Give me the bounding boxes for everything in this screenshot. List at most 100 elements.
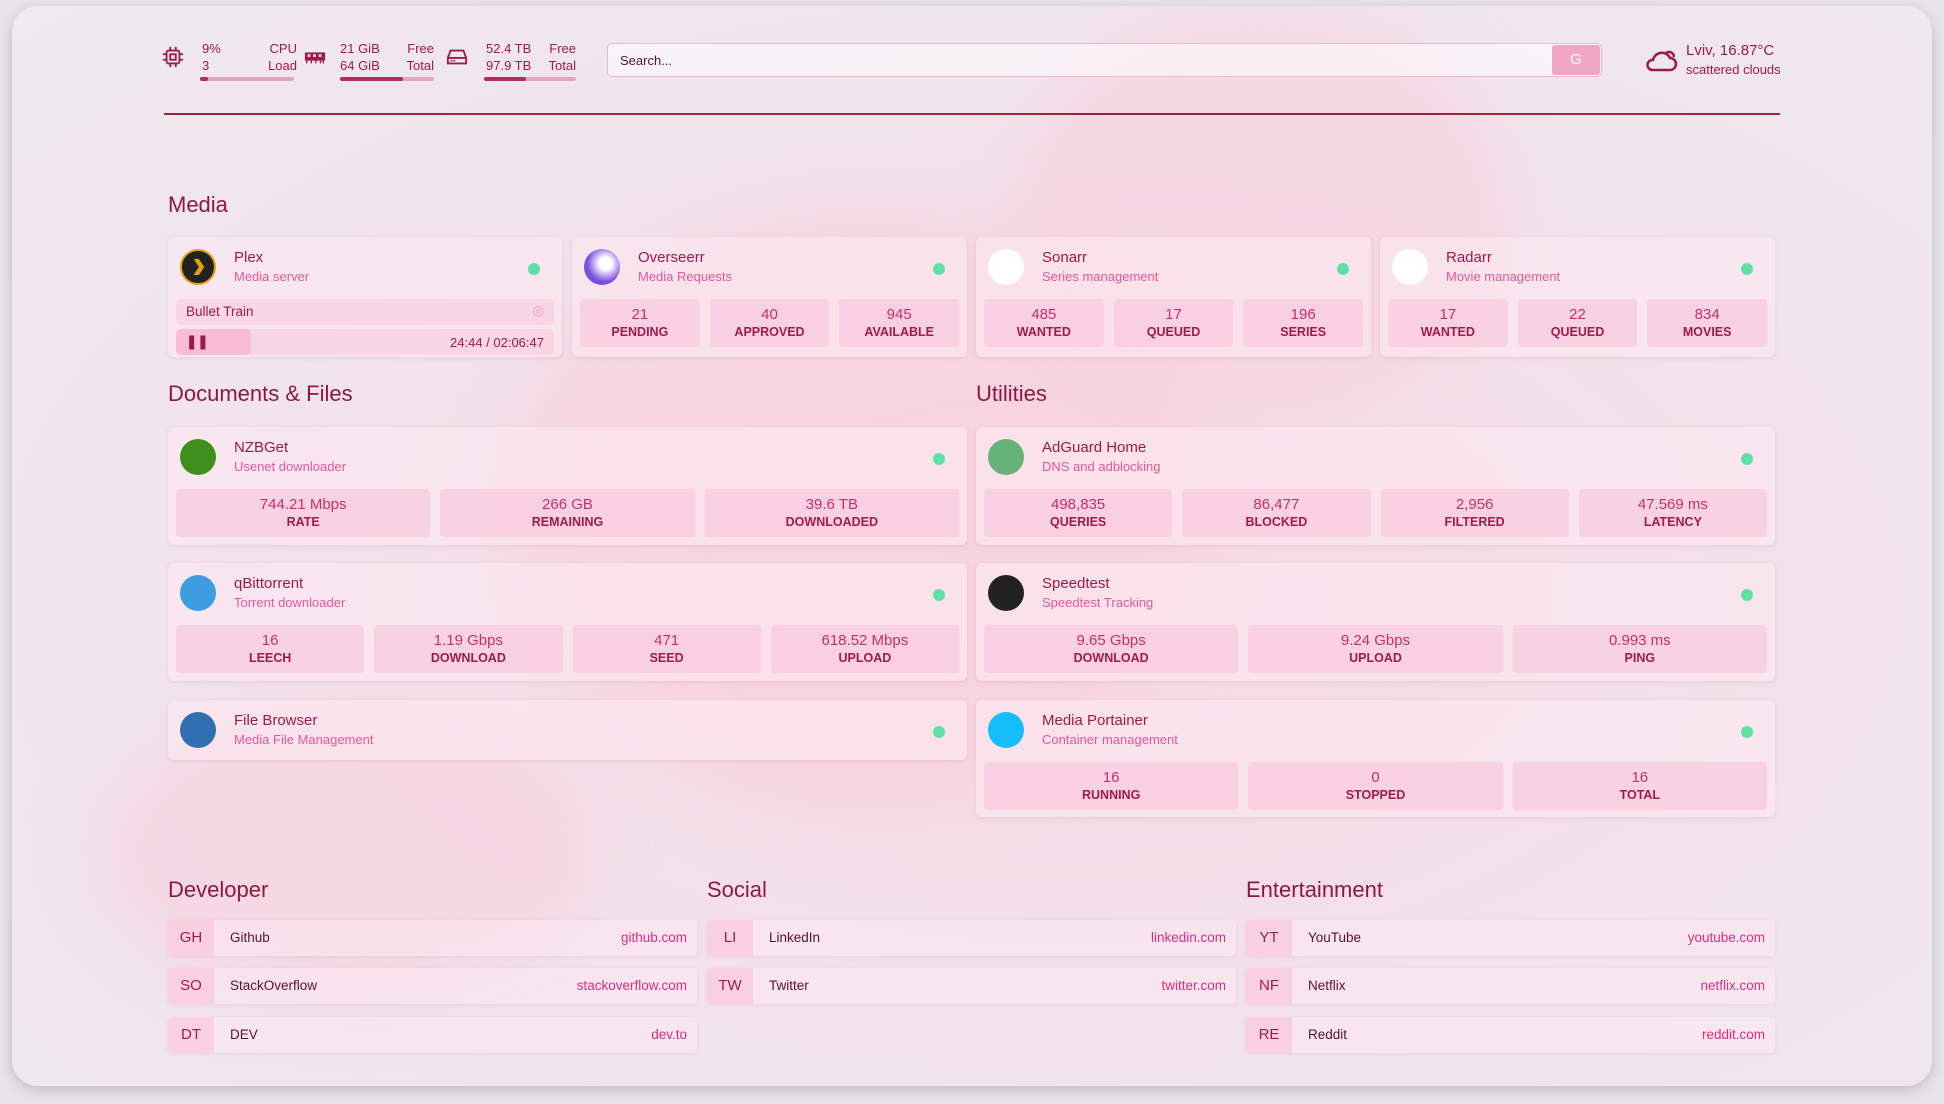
top-bar: 9% 3 CPU Load 21 GiB 64 GiB Free Total 52.4 … [152, 36, 1782, 86]
stat-label: DOWNLOADED [785, 515, 878, 529]
stat-box: 0 STOPPED [1248, 762, 1503, 810]
stat-value: 266 GB [542, 496, 593, 513]
bookmark-netflix[interactable]: NF Netflix netflix.com [1246, 968, 1775, 1004]
bookmark-abbr: NF [1246, 968, 1292, 1004]
service-card-qbittorrent[interactable]: qBittorrent Torrent downloader 16 LEECH 1.… [168, 563, 967, 681]
stat-value: 17 [1439, 306, 1457, 323]
header-divider [164, 113, 1780, 115]
bookmark-name: StackOverflow [230, 978, 318, 993]
overseerr-icon [584, 249, 620, 285]
disk-total: 97.9 TB [486, 58, 532, 73]
stat-box: 744.21 Mbps RATE [176, 489, 431, 537]
bookmark-abbr: YT [1246, 920, 1292, 956]
stat-label: AVAILABLE [864, 325, 935, 339]
total-label: Total [548, 58, 576, 73]
bookmark-url: github.com [620, 930, 687, 945]
service-name: Sonarr [1042, 249, 1088, 266]
stat-label: UPLOAD [1349, 651, 1402, 665]
status-indicator [1741, 726, 1753, 738]
stat-label: TOTAL [1619, 788, 1661, 802]
service-card-media-portainer[interactable]: Media Portainer Container management 16 R… [976, 700, 1775, 817]
google-search-button[interactable]: G [1552, 45, 1600, 75]
bookmark-stackoverflow[interactable]: SO StackOverflow stackoverflow.com [168, 968, 697, 1004]
section-documents: Documents & Files [168, 381, 353, 406]
stat-box: 16 RUNNING [984, 762, 1239, 810]
status-indicator [933, 263, 945, 275]
service-name: Overseerr [638, 249, 705, 266]
free-label: Free [407, 41, 434, 56]
service-description: Series management [1042, 269, 1159, 284]
service-description: Media File Management [234, 732, 374, 747]
stat-value: 0.993 ms [1608, 632, 1671, 649]
bookmark-linkedin[interactable]: LI LinkedIn linkedin.com [707, 920, 1236, 956]
section-social: Social [707, 877, 767, 902]
bookmark-abbr: DT [168, 1017, 214, 1053]
stat-value: 9.24 Gbps [1340, 632, 1411, 649]
status-indicator [933, 726, 945, 738]
status-indicator [1741, 453, 1753, 465]
service-card-overseerr[interactable]: Overseerr Media Requests 21 PENDING 40 APPR… [572, 237, 967, 357]
bookmark-dev[interactable]: DT DEV dev.to [168, 1017, 697, 1053]
service-name: qBittorrent [234, 575, 304, 592]
service-stats: 498,835 QUERIES 86,477 BLOCKED 2,956 FILTERED… [984, 489, 1767, 537]
bookmark-url: youtube.com [1687, 930, 1765, 945]
stat-box: 9.24 Gbps UPLOAD [1248, 625, 1503, 673]
bookmark-reddit[interactable]: RE Reddit reddit.com [1246, 1017, 1775, 1053]
stat-value: 86,477 [1253, 496, 1300, 513]
bookmark-name: Twitter [769, 978, 809, 993]
stat-box: 618.52 Mbps UPLOAD [770, 625, 959, 673]
cpu-value: 9% [202, 41, 221, 56]
service-stats: 485 WANTED 17 QUEUED 196 SERIES [984, 299, 1364, 347]
pause-icon[interactable]: ❚❚ [186, 334, 209, 349]
search-input[interactable]: Search... G [607, 43, 1602, 77]
bookmark-github[interactable]: GH Github github.com [168, 920, 697, 956]
stat-box: 196 SERIES [1243, 299, 1364, 347]
disk-icon [446, 49, 468, 65]
status-indicator [1741, 589, 1753, 601]
stat-value: 945 [886, 306, 912, 323]
stat-box: 39.6 TB DOWNLOADED [704, 489, 959, 537]
service-card-speedtest[interactable]: Speedtest Speedtest Tracking 9.65 Gbps DO… [976, 563, 1775, 681]
stat-box: 2,956 FILTERED [1380, 489, 1569, 537]
speedtest-icon [988, 575, 1024, 611]
service-description: Movie management [1446, 269, 1561, 284]
now-playing-title: Bullet Train [186, 304, 254, 319]
disk-free: 52.4 TB [486, 41, 532, 56]
status-indicator [1337, 263, 1349, 275]
service-card-radarr[interactable]: Radarr Movie management 17 WANTED 22 QUEUED… [1380, 237, 1775, 357]
service-card-file-browser[interactable]: File Browser Media File Management [168, 700, 967, 760]
service-card-sonarr[interactable]: Sonarr Series management 485 WANTED 17 QUEU… [976, 237, 1371, 357]
stat-box: 498,835 QUERIES [984, 489, 1173, 537]
memory-total: 64 GiB [340, 58, 380, 73]
stat-box: 485 WANTED [984, 299, 1104, 347]
stat-value: 47.569 ms [1637, 496, 1708, 513]
cpu-label: CPU [269, 41, 297, 56]
bookmark-url: netflix.com [1700, 978, 1765, 993]
bookmark-youtube[interactable]: YT YouTube youtube.com [1246, 920, 1775, 956]
stat-label: WANTED [1420, 325, 1475, 339]
bookmark-name: YouTube [1308, 930, 1362, 945]
service-stats: 744.21 Mbps RATE 266 GB REMAINING 39.6 TB DOW… [176, 489, 959, 537]
stat-label: STOPPED [1345, 788, 1406, 802]
memory-free: 21 GiB [340, 41, 380, 56]
service-description: Usenet downloader [234, 459, 347, 474]
service-card-plex[interactable]: Plex Media server Bullet Train ◎ ❚❚ 24:4… [168, 237, 562, 357]
bookmark-name: Netflix [1308, 978, 1346, 993]
stat-label: UPLOAD [838, 651, 892, 665]
cpu-icon [162, 46, 184, 68]
stat-value: 834 [1694, 306, 1720, 323]
cloud-icon [1646, 50, 1678, 72]
service-card-nzbget[interactable]: NZBGet Usenet downloader 744.21 Mbps RATE… [168, 427, 967, 545]
service-name: Plex [234, 249, 264, 266]
plex-icon [180, 249, 216, 285]
service-card-adguard-home[interactable]: AdGuard Home DNS and adblocking 498,835 Q… [976, 427, 1775, 545]
memory-icon [304, 52, 326, 64]
playback-progress: ❚❚ 24:44 / 02:06:47 [176, 329, 554, 355]
stat-value: 21 [631, 306, 649, 323]
bookmark-url: stackoverflow.com [576, 978, 687, 993]
bookmark-url: dev.to [651, 1027, 687, 1042]
stat-label: FILTERED [1444, 515, 1505, 529]
status-indicator [933, 453, 945, 465]
bookmark-twitter[interactable]: TW Twitter twitter.com [707, 968, 1236, 1004]
filebrowser-icon [180, 712, 216, 748]
